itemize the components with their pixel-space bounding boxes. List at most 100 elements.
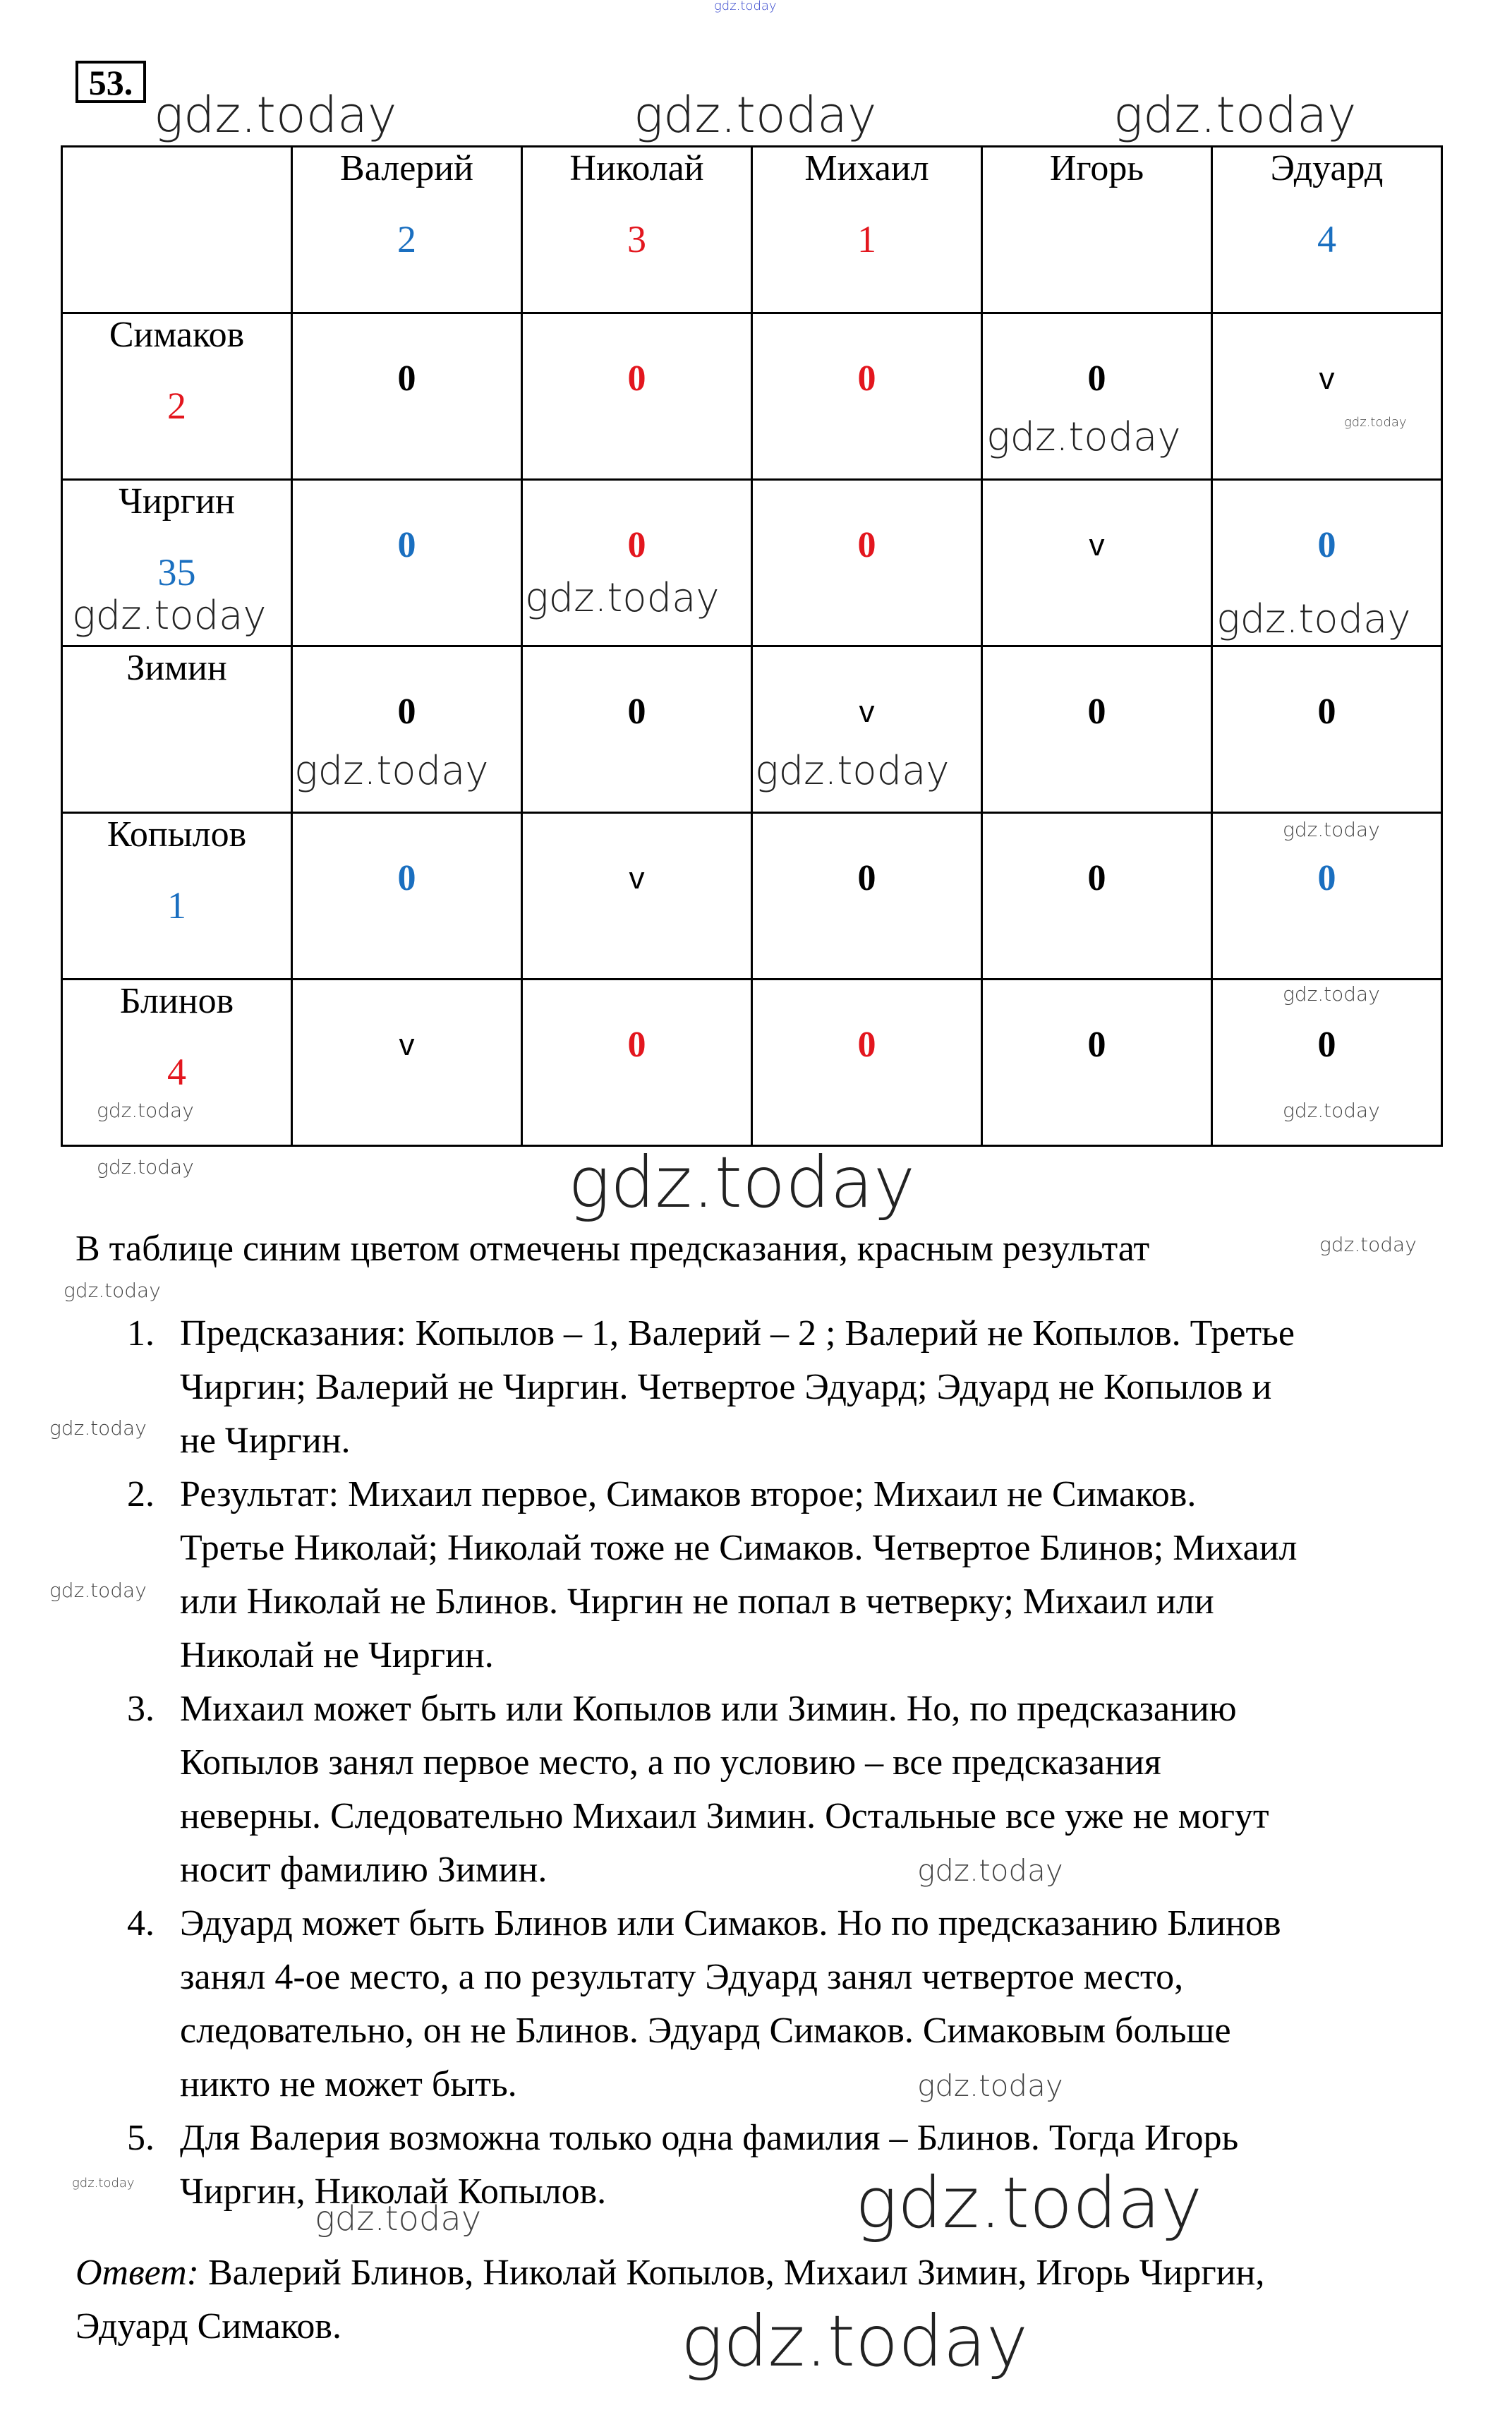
cell-value: 0 xyxy=(627,692,646,732)
column-name: Игорь xyxy=(1049,148,1144,188)
watermark: gdz.today xyxy=(917,2068,1063,2103)
cell-value: 0 xyxy=(1317,525,1336,565)
table-cell: 0 xyxy=(751,478,983,647)
watermark: gdz.today xyxy=(681,2300,1029,2382)
table-cell: 0 xyxy=(291,478,523,647)
item-line: не Чиргин. xyxy=(180,1421,351,1461)
column-header: Игорь xyxy=(981,145,1213,314)
watermark: gdz.today xyxy=(154,86,397,144)
watermark: gdz.today xyxy=(72,2176,135,2191)
cell-value: 0 xyxy=(397,359,416,399)
table-cell: 0 xyxy=(1211,478,1443,647)
table-cell: 0 xyxy=(981,978,1213,1147)
answer-text: Валерий Блинов, Николай Копылов, Михаил … xyxy=(198,2253,1265,2293)
table-row: Симаков 2 0 0 0 0 v xyxy=(61,312,1443,481)
item-line: носит фамилию Зимин. xyxy=(180,1850,548,1890)
table-cell: 0 xyxy=(291,312,523,481)
list-item: 3. Михаил может быть или Копылов или Зими… xyxy=(0,1682,1298,1897)
item-line: Третье Николай; Николай тоже не Симаков.… xyxy=(180,1528,1298,1568)
cell-value: 0 xyxy=(857,1025,876,1065)
watermark: gdz.today xyxy=(49,1416,147,1440)
table-cell: 0 xyxy=(751,812,983,980)
item-line: Михаил может быть или Копылов или Зимин.… xyxy=(180,1689,1237,1729)
item-line: Чиргин; Валерий не Чиргин. Четвертое Эду… xyxy=(180,1367,1272,1407)
row-header: Зимин xyxy=(61,645,293,814)
item-number: 2. xyxy=(127,1474,155,1514)
item-line: Чиргин, Николай Копылов. xyxy=(180,2171,607,2212)
item-line: следовательно, он не Блинов. Эдуард Сима… xyxy=(180,2011,1231,2051)
column-header: Валерий 2 xyxy=(291,145,523,314)
watermark: gdz.today xyxy=(1113,86,1357,144)
table-cell: 0 xyxy=(1211,978,1443,1147)
cell-value: 0 xyxy=(397,692,416,732)
column-number: 4 xyxy=(1317,218,1336,260)
row-header: Блинов 4 xyxy=(61,978,293,1147)
list-item: 2. Результат: Михаил первое, Симаков втор… xyxy=(0,1468,1298,1682)
column-name: Эдуард xyxy=(1270,148,1384,188)
cell-value: v xyxy=(399,1028,415,1062)
watermark: gdz.today xyxy=(1216,596,1411,642)
intro-text: В таблице синим цветом отмечены предсказ… xyxy=(75,1229,1150,1269)
watermark: gdz.today xyxy=(1319,1233,1417,1256)
table-row: Копылов 1 0 v 0 0 0 xyxy=(61,812,1443,980)
table-cell: 0 xyxy=(521,478,753,647)
item-number: 3. xyxy=(127,1689,155,1729)
cell-value: v xyxy=(1089,528,1105,562)
row-header: Копылов 1 xyxy=(61,812,293,980)
item-line: Предсказания: Копылов – 1, Валерий – 2 ;… xyxy=(180,1313,1295,1354)
item-line: Для Валерия возможна только одна фамилия… xyxy=(180,2118,1239,2158)
table-row: Чиргин 35 0 0 0 v 0 xyxy=(61,478,1443,647)
row-name: Чиргин xyxy=(119,481,235,522)
answer: Ответ: Валерий Блинов, Николай Копылов, … xyxy=(75,2246,1264,2354)
watermark: gdz.today xyxy=(855,2162,1203,2244)
watermark: gdz.today xyxy=(917,1853,1063,1888)
item-line: Эдуард может быть Блинов или Симаков. Но… xyxy=(180,1903,1281,1944)
watermark: gdz.today xyxy=(714,0,777,13)
cell-value: 0 xyxy=(1087,692,1106,732)
watermark: gdz.today xyxy=(755,748,950,794)
row-number: 2 xyxy=(167,385,186,427)
column-number: 2 xyxy=(397,218,416,260)
item-line: неверны. Следовательно Михаил Зимин. Ост… xyxy=(180,1796,1269,1836)
cell-value: 0 xyxy=(627,359,646,399)
column-name: Николай xyxy=(569,148,704,188)
watermark: gdz.today xyxy=(49,1579,147,1602)
item-number: 1. xyxy=(127,1313,155,1354)
watermark: gdz.today xyxy=(1283,1099,1380,1122)
watermark: gdz.today xyxy=(315,2199,482,2239)
cell-value: v xyxy=(1319,361,1335,396)
cell-value: 0 xyxy=(1087,858,1106,898)
watermark: gdz.today xyxy=(986,414,1181,460)
watermark: gdz.today xyxy=(63,1279,161,1302)
row-number: 4 xyxy=(167,1051,186,1093)
row-name: Зимин xyxy=(126,648,227,688)
cell-value: 0 xyxy=(857,858,876,898)
table-cell: 0 xyxy=(1211,812,1443,980)
answer-text: Эдуард Симаков. xyxy=(75,2306,341,2346)
table-cell: 0 xyxy=(291,645,523,814)
row-name: Симаков xyxy=(109,315,245,355)
table-cell: v xyxy=(521,812,753,980)
item-line: никто не может быть. xyxy=(180,2064,517,2104)
item-line: занял 4-ое место, а по результату Эдуард… xyxy=(180,1957,1184,1997)
table-cell: v xyxy=(751,645,983,814)
row-number: 1 xyxy=(167,884,186,927)
watermark: gdz.today xyxy=(72,593,267,639)
cell-value: 0 xyxy=(397,525,416,565)
cell-value: 0 xyxy=(1317,1025,1336,1065)
cell-value: 0 xyxy=(1087,1025,1106,1065)
column-name: Михаил xyxy=(804,148,929,188)
table-row: Блинов 4 v 0 0 0 0 xyxy=(61,978,1443,1147)
table-cell: 0 xyxy=(521,312,753,481)
cell-value: 0 xyxy=(397,858,416,898)
item-line: Николай не Чиргин. xyxy=(180,1635,494,1675)
answer-line: Ответ: Валерий Блинов, Николай Копылов, … xyxy=(75,2253,1264,2293)
list-item: 5. Для Валерия возможна только одна фамил… xyxy=(0,2111,1298,2219)
cell-value: v xyxy=(859,694,875,729)
cell-value: 0 xyxy=(1317,692,1336,732)
cell-value: 0 xyxy=(627,525,646,565)
solution-table: Валерий 2 Николай 3 Михаил 1 Игорь Эдуард 4 Симак… xyxy=(61,145,1443,1147)
table-row: Зимин 0 0 v 0 0 xyxy=(61,645,1443,814)
row-name: Копылов xyxy=(107,814,247,855)
row-header: Чиргин 35 xyxy=(61,478,293,647)
